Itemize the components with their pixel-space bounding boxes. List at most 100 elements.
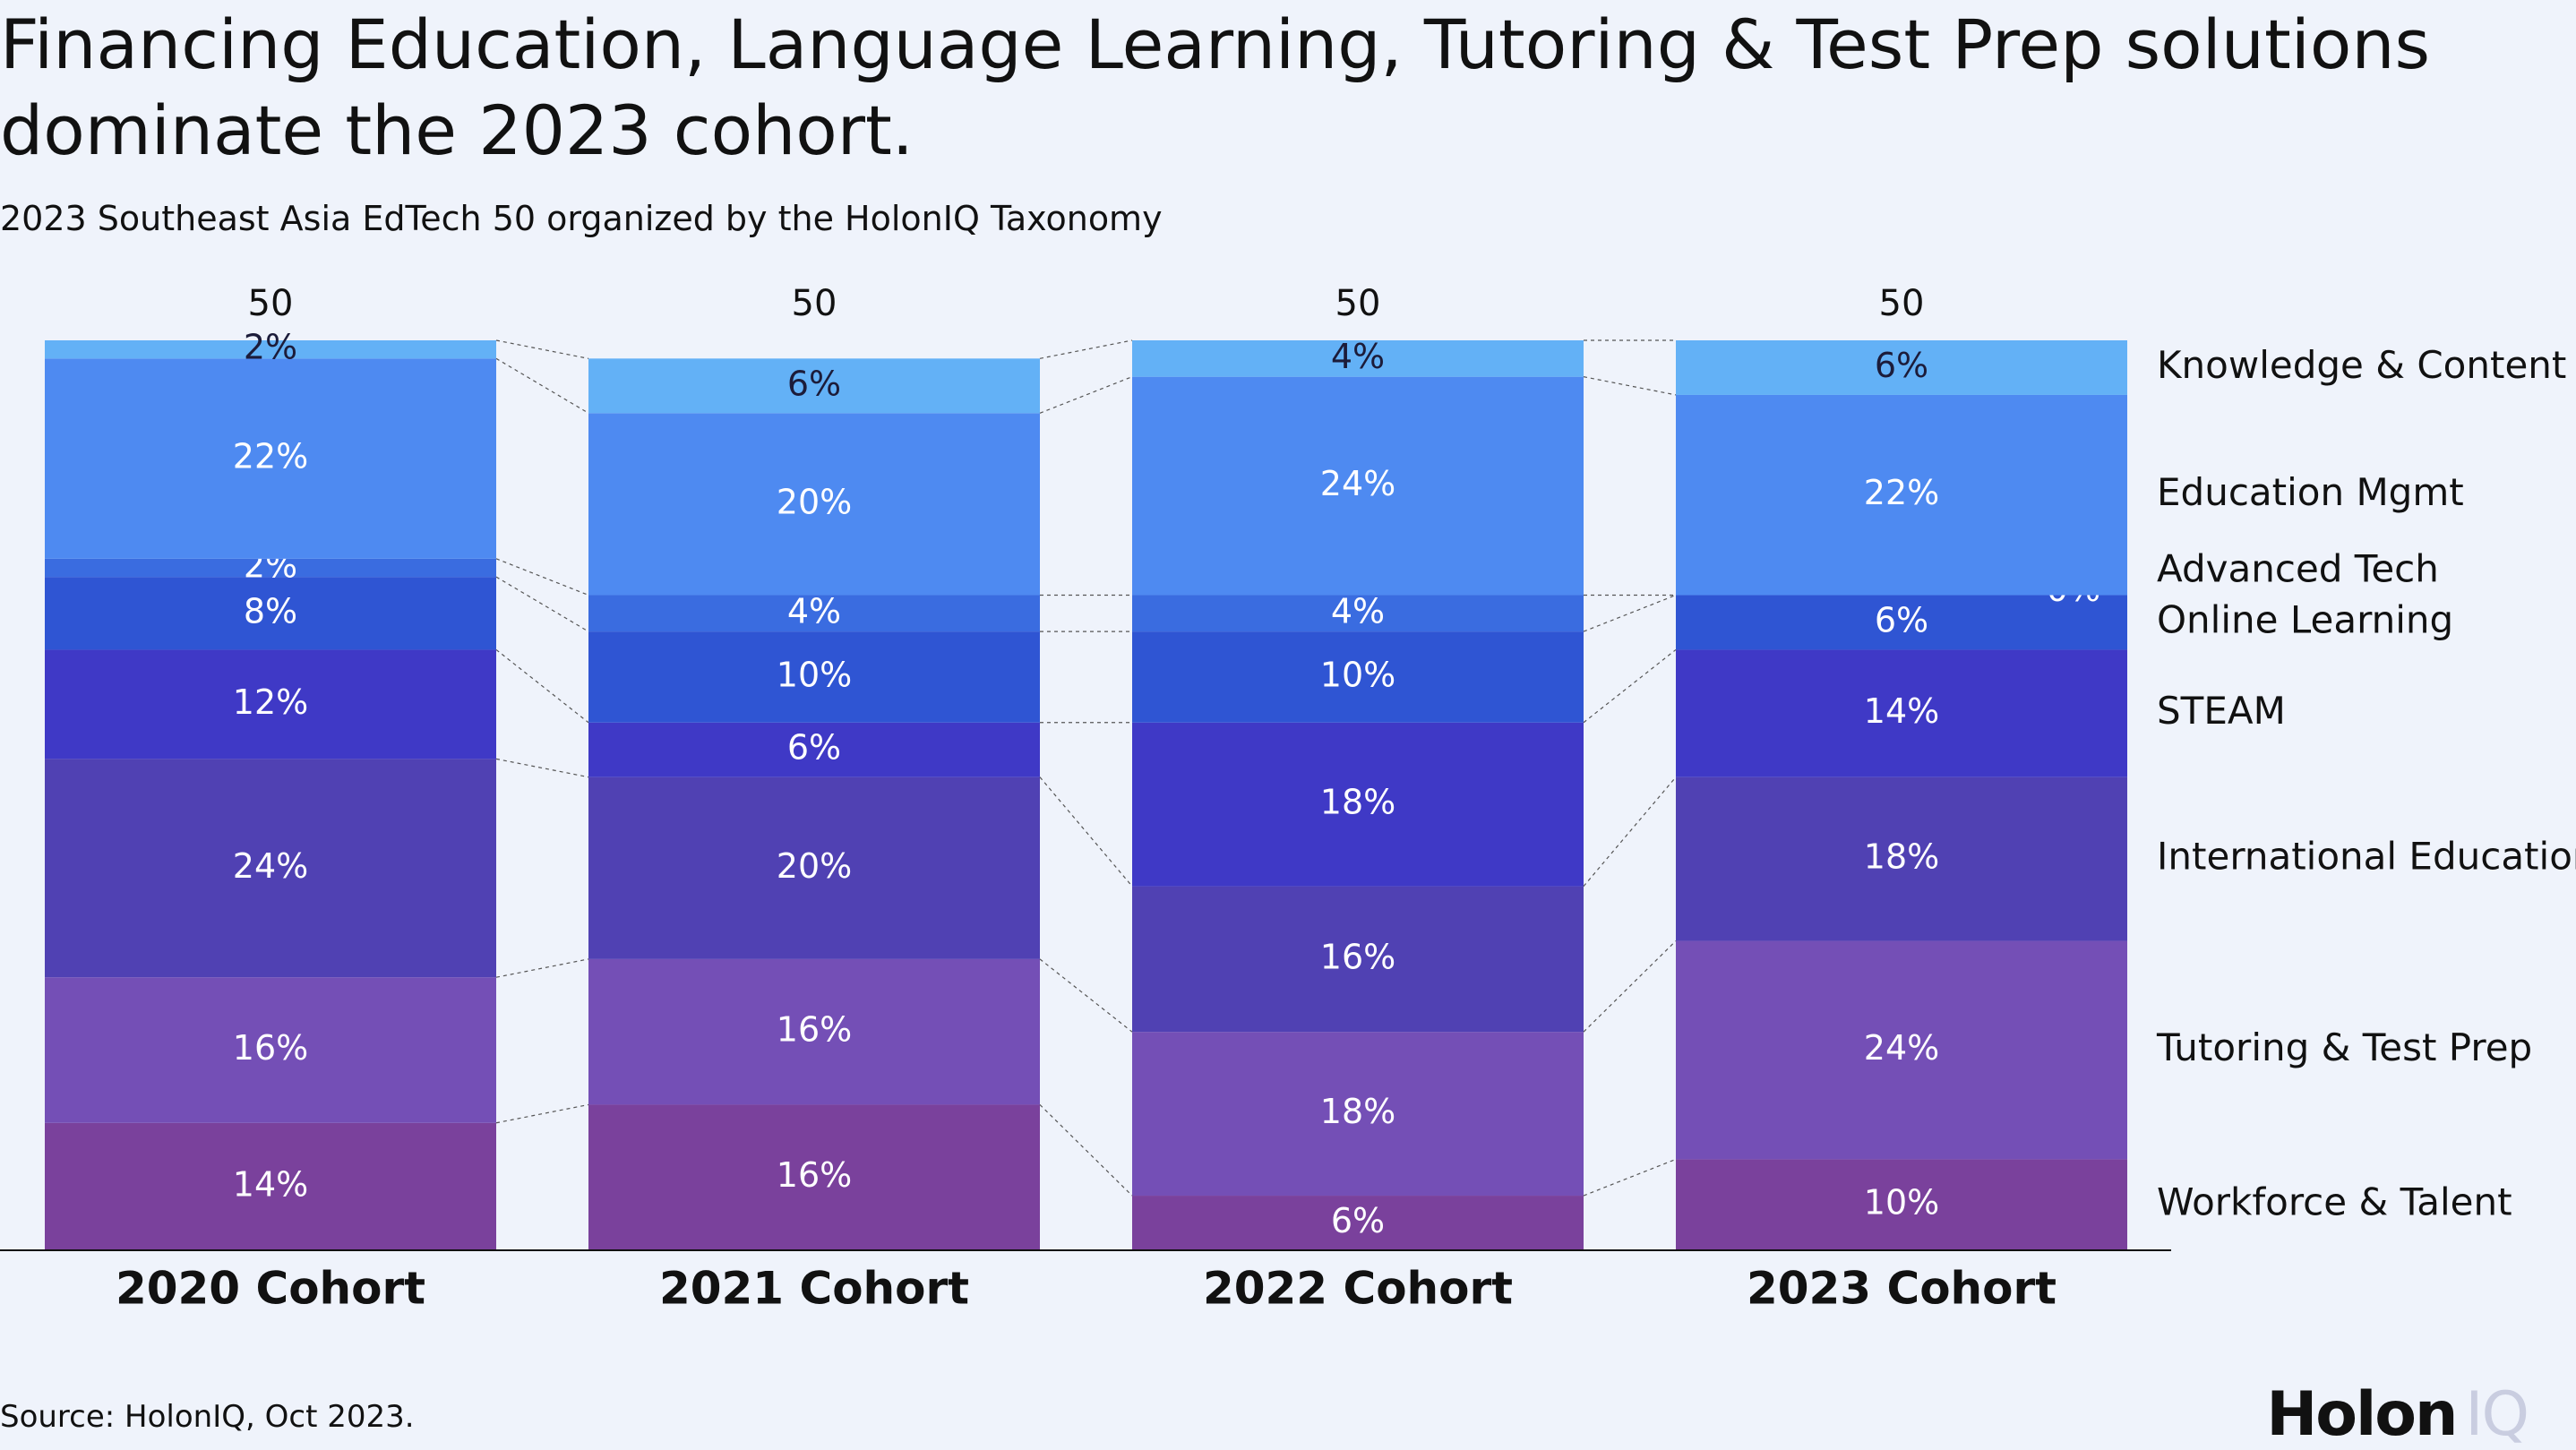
value-label: 6% (1331, 1201, 1385, 1240)
total-label: 50 (792, 283, 837, 324)
value-label: 6% (787, 364, 841, 403)
value-label: 18% (1320, 783, 1395, 822)
bar-segment (1676, 340, 2127, 395)
bar-segment (45, 759, 496, 978)
source-note: Source: HolonIQ, Oct 2023. (0, 1399, 415, 1435)
bar-segment (1676, 1159, 2127, 1250)
bar-segment (45, 977, 496, 1123)
x-tick-label: 2021 Cohort (659, 1263, 969, 1315)
bar-segment (45, 358, 496, 559)
bar-segment (1676, 649, 2127, 777)
value-label: 14% (1864, 691, 1939, 731)
bar-segment (1132, 886, 1584, 1033)
bar-segment (588, 958, 1040, 1105)
total-label: 50 (248, 283, 294, 324)
value-label: 24% (1320, 464, 1395, 503)
value-label: 10% (777, 655, 852, 694)
connector (495, 339, 589, 359)
legend-label: Online Learning (2157, 597, 2453, 641)
x-tick-label: 2022 Cohort (1203, 1263, 1513, 1315)
bar-segment (45, 558, 496, 578)
connector (1039, 339, 1133, 359)
value-label: 16% (777, 1155, 852, 1195)
connector (495, 558, 589, 596)
value-label: 4% (787, 591, 841, 631)
total-label: 50 (1879, 283, 1925, 324)
value-label: 4% (1331, 337, 1385, 376)
legend-label: Knowledge & Content (2157, 343, 2566, 387)
connector (1039, 376, 1133, 414)
connector (1583, 376, 1677, 396)
bar-segment (1676, 394, 2127, 596)
bar-segment (1676, 595, 2127, 650)
bar-segment (45, 1122, 496, 1250)
bar-segment (1132, 1196, 1584, 1250)
x-tick-label: 2020 Cohort (116, 1263, 425, 1315)
value-label: 18% (1864, 837, 1939, 877)
value-label: 20% (777, 846, 852, 886)
bar-segment (588, 776, 1040, 959)
connector (495, 576, 589, 632)
connector (1039, 958, 1133, 1033)
bar-segment (588, 595, 1040, 632)
bar-segment (45, 649, 496, 759)
bar-segment (1132, 631, 1584, 723)
bar-segment (1132, 722, 1584, 887)
connector (1583, 594, 1677, 632)
logo-text: Holon (2266, 1379, 2458, 1450)
logo-text: IQ (2465, 1379, 2529, 1450)
legend-label: International Education (2157, 835, 2576, 879)
connector (495, 648, 589, 724)
bar-segment (45, 577, 496, 650)
value-label: 6% (1875, 346, 1928, 385)
chart-subtitle: 2023 Southeast Asia EdTech 50 organized … (0, 199, 1163, 238)
value-label: 16% (777, 1010, 852, 1050)
value-label: 8% (244, 591, 297, 631)
connector (495, 758, 589, 778)
bar-segment (1676, 940, 2127, 1160)
connector (1039, 1104, 1133, 1197)
bar-segment (45, 340, 496, 359)
value-label: 22% (233, 437, 308, 476)
value-label: 24% (233, 846, 308, 886)
value-label: 10% (1320, 655, 1395, 694)
value-label: 16% (1320, 937, 1395, 976)
value-label: 22% (1864, 473, 1939, 512)
chart-title: Financing Education, Language Learning, … (0, 4, 2431, 170)
logo: Holon IQ (2266, 1379, 2529, 1450)
value-label: 2% (244, 328, 297, 367)
connector (495, 357, 589, 414)
value-label: 10% (1864, 1183, 1939, 1223)
bar-segment (1132, 376, 1584, 596)
connector (1583, 1158, 1677, 1197)
x-tick-label: 2023 Cohort (1747, 1263, 2057, 1315)
connector (495, 1103, 589, 1124)
bar-segment (588, 722, 1040, 777)
legend-label: Advanced Tech (2157, 546, 2439, 590)
bar-segment (588, 1104, 1040, 1250)
bar-segment (1132, 1032, 1584, 1197)
bar-segment (1132, 595, 1584, 632)
legend-label: Workforce & Talent (2157, 1180, 2512, 1224)
connector (1583, 648, 1677, 724)
value-label: 20% (777, 482, 852, 521)
value-label: 24% (1864, 1028, 1939, 1068)
bar-segment (588, 413, 1040, 596)
connector (1039, 776, 1133, 887)
value-label: 6% (1875, 600, 1928, 639)
bar-segment (1132, 340, 1584, 377)
bar-segment (1676, 776, 2127, 941)
value-label: 16% (233, 1028, 308, 1068)
bar-segment (588, 358, 1040, 414)
legend-label: STEAM (2157, 689, 2286, 733)
connector (1583, 776, 1677, 887)
legend-label: Tutoring & Test Prep (2156, 1025, 2532, 1069)
legend-label: Education Mgmt (2157, 470, 2464, 514)
value-label: 14% (233, 1164, 308, 1204)
value-label: 12% (233, 682, 308, 722)
total-label: 50 (1335, 283, 1381, 324)
connector (1583, 940, 1677, 1033)
bar-segment (588, 631, 1040, 723)
